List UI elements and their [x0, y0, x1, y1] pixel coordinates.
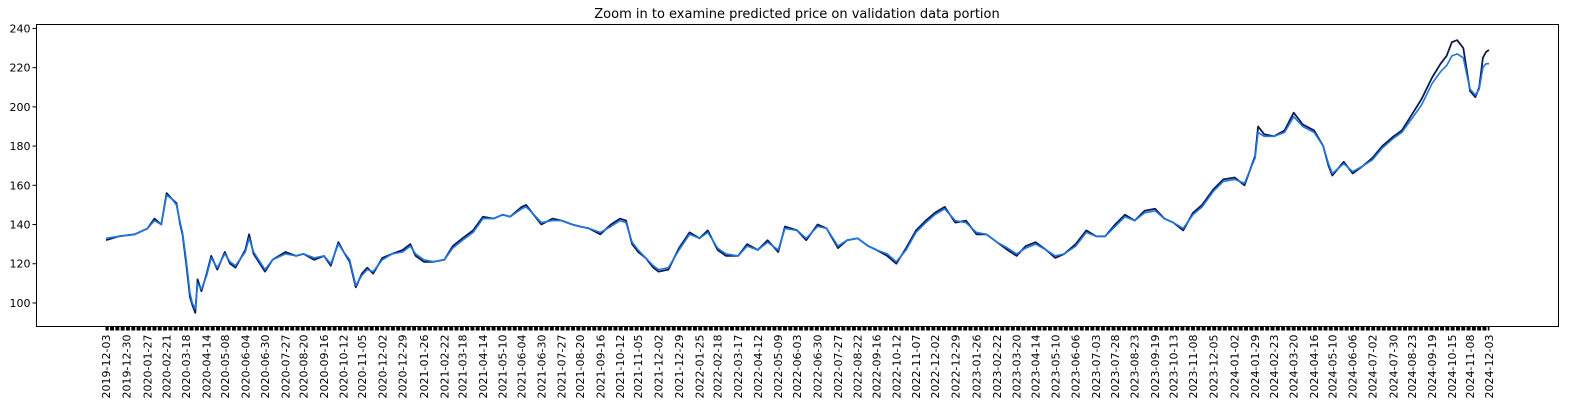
x-tick-label: 2021-01-26: [418, 335, 431, 399]
x-tick-label: 2022-10-12: [890, 335, 903, 399]
x-tick-label: 2022-12-29: [949, 335, 962, 399]
x-tick-label: 2020-03-18: [180, 335, 193, 399]
x-tick-label: 2021-10-12: [614, 335, 627, 399]
x-tick-label: 2022-06-30: [812, 335, 825, 399]
y-tick-label: 140: [10, 219, 31, 232]
y-axis: 100 120 140 160 180 200 220 240: [10, 22, 37, 310]
x-tick-label: 2020-05-08: [219, 335, 232, 399]
y-tick-label: 180: [10, 140, 31, 153]
x-minor-ticks: [105, 326, 1490, 331]
y-tick-label: 160: [10, 179, 31, 192]
x-axis: 2019-12-03 2019-12-30 2020-01-27 2020-02-21…: [100, 326, 1496, 399]
x-tick-label: 2021-12-02: [653, 335, 666, 399]
x-tick-label: 2021-12-29: [673, 335, 686, 399]
x-tick-label: 2020-06-04: [239, 335, 252, 399]
y-tick-label: 220: [10, 62, 31, 75]
x-tick-label: 2021-08-20: [574, 335, 587, 399]
x-tick-label: 2024-05-10: [1326, 335, 1339, 399]
x-tick-label: 2021-04-14: [477, 335, 490, 399]
series-line-1: [105, 39, 1490, 314]
x-tick-label: 2023-12-05: [1208, 335, 1221, 399]
x-tick-label: 2022-06-03: [791, 335, 804, 399]
y-tick-label: 120: [10, 258, 31, 271]
x-tick-label: 2021-02-22: [438, 335, 451, 399]
x-tick-label: 2021-06-04: [516, 335, 529, 399]
series-layer: [105, 39, 1490, 314]
x-tick-label: 2023-11-08: [1187, 335, 1200, 399]
x-tick-label: 2021-11-05: [632, 335, 645, 399]
x-tick-label: 2020-09-16: [318, 335, 331, 399]
x-tick-label: 2020-12-02: [376, 335, 389, 399]
x-tick-label: 2024-04-16: [1308, 335, 1321, 399]
x-tick-label: 2022-04-12: [752, 335, 765, 399]
x-tick-label: 2024-01-02: [1229, 335, 1242, 399]
x-tick-label: 2020-07-27: [279, 335, 292, 399]
x-tick-label: 2023-10-13: [1167, 335, 1180, 399]
x-tick-label: 2019-12-30: [120, 335, 133, 399]
x-tick-label: 2022-02-18: [712, 335, 725, 399]
x-tick-label: 2021-03-18: [457, 335, 470, 399]
x-tick-label: 2020-04-14: [201, 335, 214, 399]
x-tick-label: 2021-05-10: [497, 335, 510, 399]
x-tick-label: 2022-09-16: [871, 335, 884, 399]
x-tick-label: 2024-11-08: [1464, 335, 1477, 399]
x-tick-label: 2022-03-17: [732, 335, 745, 399]
x-tick-label: 2023-06-06: [1070, 335, 1083, 399]
x-tick-label: 2020-01-27: [142, 335, 155, 399]
y-tick-label: 200: [10, 101, 31, 114]
x-tick-label: 2020-08-20: [298, 335, 311, 399]
x-tick-label: 2024-09-19: [1426, 335, 1439, 399]
x-tick-label: 2022-01-25: [694, 335, 707, 399]
x-tick-label: 2023-09-19: [1149, 335, 1162, 399]
x-tick-label: 2024-07-02: [1366, 335, 1379, 399]
x-tick-label: 2024-03-20: [1288, 335, 1301, 399]
y-tick-label: 240: [10, 22, 31, 35]
x-tick-label: 2020-11-05: [356, 335, 369, 399]
x-tick-label: 2024-08-23: [1406, 335, 1419, 399]
series-line-2: [105, 53, 1489, 310]
x-tick-label: 2022-07-27: [832, 335, 845, 399]
x-tick-label: 2024-01-29: [1249, 335, 1262, 399]
x-tick-label: 2019-12-03: [100, 335, 113, 399]
x-tick-label: 2023-08-23: [1129, 335, 1142, 399]
x-tick-label: 2023-04-14: [1030, 335, 1043, 399]
x-tick-label: 2024-06-06: [1347, 335, 1360, 399]
x-tick-label: 2022-12-02: [929, 335, 942, 399]
x-tick-label: 2020-02-21: [161, 335, 174, 399]
x-tick-label: 2021-09-16: [594, 335, 607, 399]
y-tick-label: 100: [10, 297, 31, 310]
x-tick-label: 2022-11-07: [910, 335, 923, 399]
x-tick-label: 2023-01-26: [971, 335, 984, 399]
x-tick-label: 2021-07-27: [556, 335, 569, 399]
x-tick-label: 2023-02-22: [991, 335, 1004, 399]
x-tick-label: 2024-10-15: [1446, 335, 1459, 399]
x-tick-label: 2023-03-20: [1011, 335, 1024, 399]
x-tick-label: 2022-08-22: [852, 335, 865, 399]
x-tick-label: 2020-10-12: [338, 335, 351, 399]
x-tick-label: 2024-02-23: [1268, 335, 1281, 399]
x-tick-label: 2023-07-28: [1109, 335, 1122, 399]
x-tick-label: 2024-07-30: [1388, 335, 1401, 399]
x-tick-label: 2020-12-29: [397, 335, 410, 399]
x-tick-label: 2020-06-30: [259, 335, 272, 399]
x-tick-label: 2021-06-30: [535, 335, 548, 399]
chart-title: Zoom in to examine predicted price on va…: [594, 7, 999, 22]
x-tick-label: 2022-05-09: [772, 335, 785, 399]
x-tick-label: 2024-12-03: [1483, 335, 1496, 399]
x-tick-label: 2023-05-10: [1049, 335, 1062, 399]
x-tick-label: 2023-07-03: [1090, 335, 1103, 399]
